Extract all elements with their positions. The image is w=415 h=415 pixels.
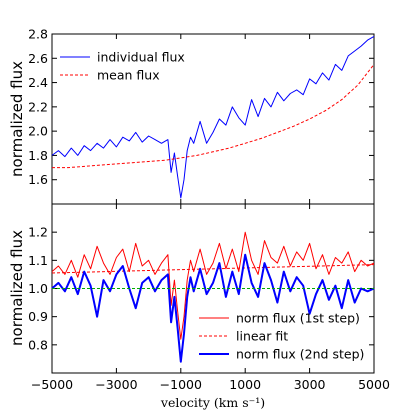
legend-label-individual-flux: individual flux	[97, 50, 185, 65]
y-tick-label: 2.4	[28, 75, 48, 90]
top-panel: 1.6 1.8 2.0 2.2 2.4 2.6 2.8 normalized flux in…	[8, 27, 375, 205]
legend-label-linear-fit: linear fit	[236, 329, 288, 344]
y-tick-label: 0.8	[28, 337, 48, 352]
legend-label-mean-flux: mean flux	[97, 68, 160, 83]
legend-label-norm-flux-2nd: norm flux (2nd step)	[236, 347, 364, 362]
legend-label-norm-flux-1st: norm flux (1st step)	[236, 311, 360, 326]
series-line-norm-flux-1st-step-	[51, 231, 375, 340]
x-tick-label: −5000	[31, 377, 73, 392]
y-tick-label: 2.8	[28, 27, 48, 42]
y-tick-label: 2.2	[28, 99, 48, 114]
top-panel-ylabel: normalized flux	[8, 61, 26, 177]
y-tick-label: 2.6	[28, 51, 48, 66]
bottom-panel-series	[51, 231, 375, 363]
bottom-panel-ticks: −5000 −3000 −1000 1000 3000 5000 0.8 0.9 1.0 1.1 1…	[28, 204, 390, 392]
y-tick-label: 0.9	[28, 309, 48, 324]
x-tick-label: 5000	[358, 377, 390, 392]
x-tick-label: −3000	[95, 377, 137, 392]
y-tick-label: 1.6	[28, 172, 48, 187]
x-axis-label: velocity (km s⁻¹)	[160, 395, 265, 410]
series-line-mean-flux	[52, 64, 375, 169]
top-panel-legend: individual flux mean flux	[60, 50, 185, 83]
y-tick-label: 1.2	[28, 225, 48, 240]
x-tick-label: −1000	[160, 377, 202, 392]
top-panel-series	[51, 35, 375, 199]
y-tick-label: 1.8	[28, 148, 48, 163]
series-line-individual-flux	[51, 35, 375, 199]
series-line-linear-fit	[51, 264, 375, 274]
top-panel-ticks: 1.6 1.8 2.0 2.2 2.4 2.6 2.8	[28, 27, 375, 204]
x-tick-label: 1000	[229, 377, 261, 392]
x-tick-label: 3000	[294, 377, 326, 392]
bottom-panel: −5000 −3000 −1000 1000 3000 5000 0.8 0.9 1.0 1.1 1…	[8, 203, 390, 410]
bottom-panel-legend: norm flux (1st step) linear fit norm flu…	[199, 311, 364, 362]
y-tick-label: 1.1	[28, 253, 48, 268]
y-tick-label: 1.0	[28, 281, 48, 296]
series-line-norm-flux-2nd-step-	[51, 253, 375, 363]
bottom-panel-ylabel: normalized flux	[8, 230, 26, 346]
y-tick-label: 2.0	[28, 124, 48, 139]
